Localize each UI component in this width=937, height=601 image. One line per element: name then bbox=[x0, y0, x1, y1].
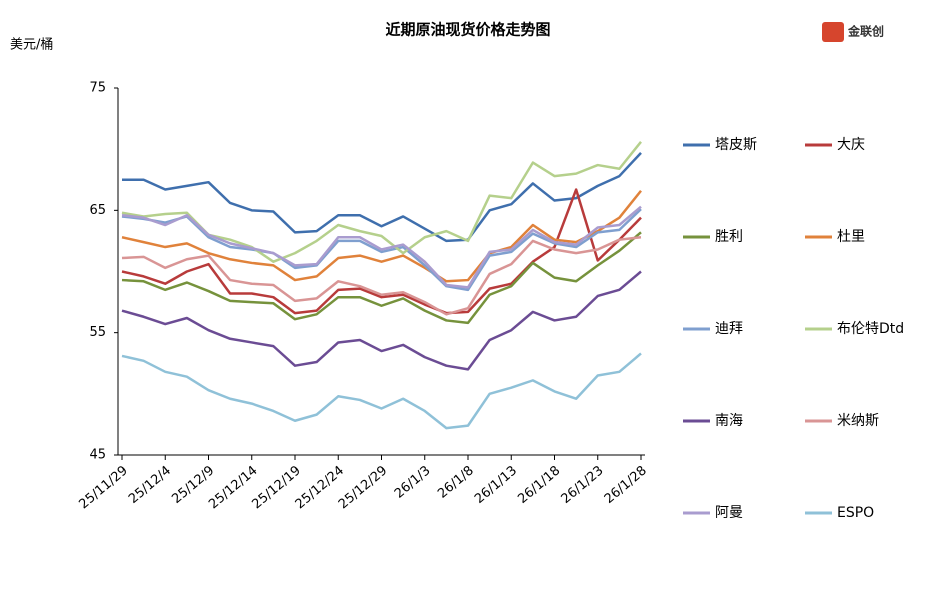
logo: 金联创 bbox=[847, 24, 884, 39]
x-tick-label: 25/12/4 bbox=[126, 463, 174, 507]
legend-label: 大庆 bbox=[837, 137, 865, 153]
y-axis-label: 美元/桶 bbox=[10, 38, 53, 53]
series-line bbox=[121, 205, 642, 289]
x-tick-label: 26/1/23 bbox=[559, 463, 607, 507]
logo-icon bbox=[822, 22, 844, 42]
series-line bbox=[121, 189, 642, 283]
x-tick-label: 26/1/13 bbox=[472, 463, 520, 507]
y-tick-label: 75 bbox=[89, 81, 106, 96]
series-line bbox=[121, 231, 642, 325]
x-tick-label: 26/1/18 bbox=[515, 463, 563, 507]
series-line bbox=[122, 151, 642, 243]
y-tick-label: 45 bbox=[89, 448, 106, 463]
legend-label: 阿曼 bbox=[715, 505, 743, 521]
legend-label: 迪拜 bbox=[715, 321, 743, 337]
x-tick-label: 25/11/29 bbox=[76, 463, 130, 512]
series-line bbox=[121, 188, 642, 315]
legend-label: 杜里 bbox=[837, 229, 865, 245]
legend-label: 塔皮斯 bbox=[715, 137, 757, 153]
x-tick-label: 26/1/3 bbox=[392, 463, 434, 501]
chart-title: 近期原油现货价格走势图 bbox=[385, 21, 550, 39]
legend-label: ESPO bbox=[837, 505, 874, 521]
legend-label: 南海 bbox=[715, 413, 743, 429]
y-tick-label: 55 bbox=[89, 325, 106, 340]
series-line bbox=[121, 236, 642, 316]
legend-label: 米纳斯 bbox=[837, 413, 879, 429]
x-tick-label: 25/12/29 bbox=[336, 463, 390, 512]
series-line bbox=[121, 352, 642, 430]
series-line bbox=[121, 270, 642, 371]
legend-label: 布伦特Dtd bbox=[837, 321, 904, 337]
y-tick-label: 65 bbox=[89, 203, 106, 218]
x-tick-label: 26/1/8 bbox=[435, 463, 477, 501]
x-tick-label: 26/1/28 bbox=[602, 463, 650, 507]
legend-label: 胜利 bbox=[715, 229, 743, 245]
